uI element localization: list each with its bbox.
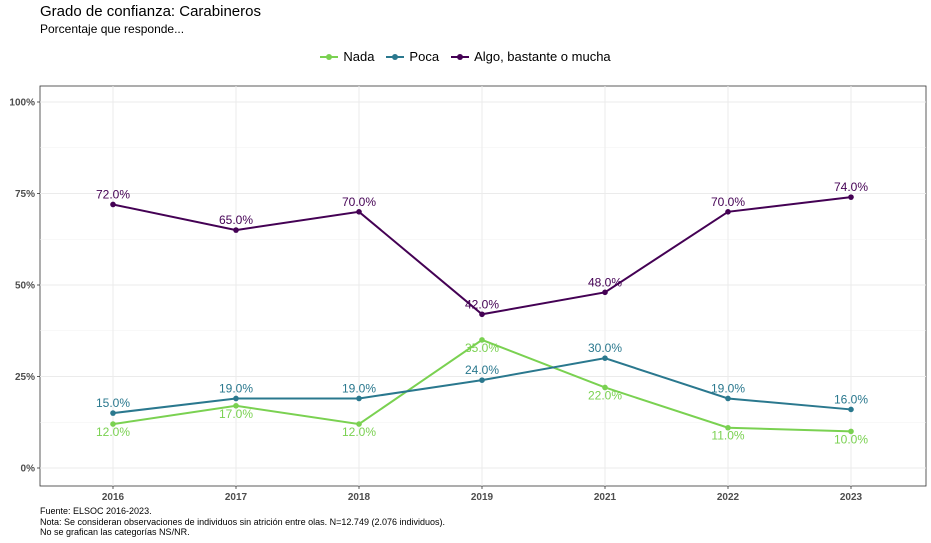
data-point [725, 395, 731, 402]
y-tick-label-3: 75% [15, 189, 35, 200]
footnote-source: Fuente: ELSOC 2016-2023. [40, 506, 152, 516]
footnote-note: Nota: Se consideran observaciones de ind… [40, 516, 445, 527]
x-tick-label-3: 2019 [471, 492, 494, 503]
data-point [233, 402, 239, 409]
data-label: 12.0% [96, 425, 130, 439]
legend-label-nada: Nada [343, 49, 375, 64]
chart-title: Grado de confianza: Carabineros [40, 3, 261, 20]
data-point [356, 395, 362, 402]
legend-label-algo: Algo, bastante o mucha [474, 49, 611, 64]
data-label: 22.0% [588, 388, 622, 402]
y-tick-label-0: 0% [21, 464, 36, 475]
data-label: 65.0% [219, 213, 253, 227]
data-label: 72.0% [96, 187, 130, 201]
x-tick-label-2: 2018 [348, 492, 371, 503]
data-point [110, 421, 116, 427]
x-tick-label-0: 2016 [102, 492, 125, 503]
data-point [602, 289, 608, 296]
data-label: 35.0% [465, 341, 499, 355]
y-tick-label-2: 50% [15, 281, 35, 292]
x-tick-label-6: 2023 [840, 492, 863, 503]
data-label: 19.0% [711, 381, 745, 395]
data-label: 48.0% [588, 275, 622, 289]
data-point [479, 311, 485, 318]
x-tick-label-1: 2017 [225, 492, 248, 503]
chart-subtitle: Porcentaje que responde... [40, 22, 185, 36]
data-label: 70.0% [342, 195, 376, 209]
legend-key-poca [386, 52, 405, 62]
data-label: 42.0% [465, 297, 499, 311]
data-point [848, 194, 854, 200]
data-label: 17.0% [219, 407, 253, 421]
data-point [725, 424, 731, 431]
y-tick-label-1: 25% [15, 372, 35, 383]
data-label: 15.0% [96, 396, 130, 410]
data-label: 10.0% [834, 432, 868, 446]
footnote: Fuente: ELSOC 2016-2023. Nota: Se consid… [40, 506, 445, 538]
series-poca: 15.0% 19.0% 19.0% 24.0% 30.0% 19.0% 16.0% [96, 341, 868, 416]
data-point [602, 355, 608, 362]
legend-label-poca: Poca [409, 49, 440, 64]
data-point [233, 395, 239, 402]
data-label: 24.0% [465, 363, 499, 377]
plot-panel [39, 85, 927, 487]
legend: Nada Poca Algo, bastante o mucha [0, 49, 931, 64]
data-point [110, 410, 116, 416]
data-label: 30.0% [588, 341, 622, 355]
data-point [725, 209, 731, 215]
data-label: 19.0% [219, 381, 253, 395]
legend-item-algo: Algo, bastante o mucha [451, 49, 611, 64]
data-point [602, 384, 608, 391]
data-label: 11.0% [711, 429, 744, 443]
legend-key-nada [320, 52, 339, 62]
data-point [233, 227, 239, 233]
series-nada: 12.0% 17.0% 12.0% 35.0% 22.0% 11.0% 10.0% [96, 337, 868, 446]
data-point [479, 337, 485, 343]
data-label: 16.0% [834, 392, 868, 406]
data-point [848, 428, 854, 435]
x-tick-label-5: 2022 [717, 492, 740, 503]
legend-key-algo [451, 52, 470, 62]
data-point [479, 377, 485, 383]
data-point [848, 406, 854, 413]
x-tick-label-4: 2021 [594, 492, 617, 503]
data-label: 74.0% [834, 180, 868, 194]
footnote-nsnr: No se grafican las categorías NS/NR. [40, 527, 190, 537]
data-label: 19.0% [342, 381, 376, 395]
data-label: 12.0% [342, 425, 376, 439]
legend-item-poca: Poca [386, 49, 439, 64]
y-tick-label-4: 100% [9, 98, 35, 109]
series-algo: 72.0% 65.0% 70.0% 42.0% 48.0% 70.0% 74.0% [96, 180, 868, 318]
legend-item-nada: Nada [320, 49, 374, 64]
data-point [356, 421, 362, 427]
data-label: 70.0% [711, 195, 745, 209]
data-point [110, 201, 116, 208]
data-point [356, 209, 362, 215]
